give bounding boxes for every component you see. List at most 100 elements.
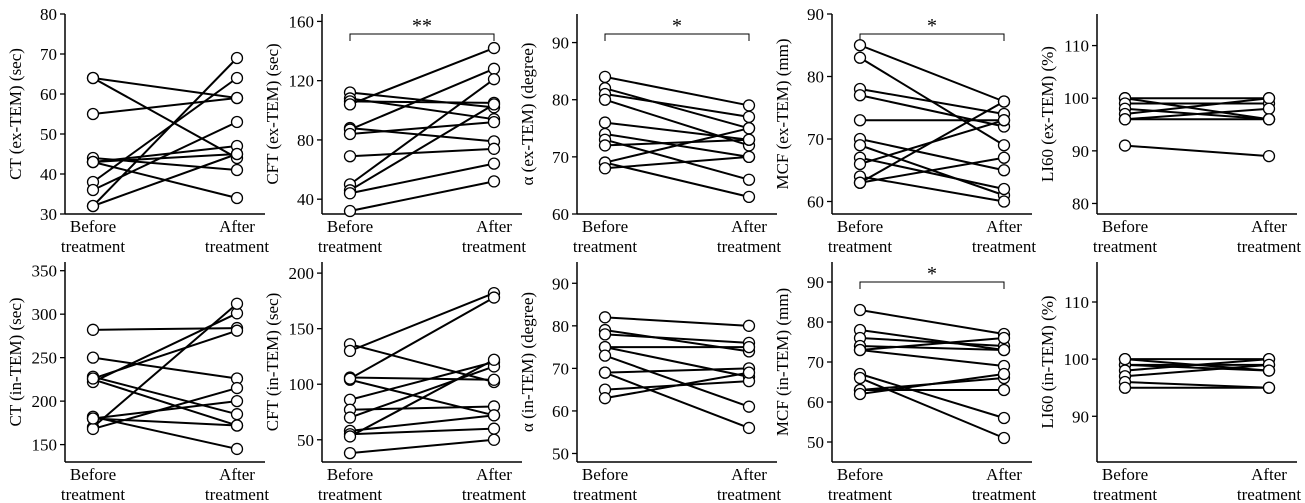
data-point-before	[598, 328, 612, 341]
data-point-before	[86, 351, 100, 364]
data-point-before	[1118, 113, 1132, 126]
y-tick-label: 250	[32, 349, 58, 368]
data-point-before	[343, 98, 357, 111]
x-tick-label: After	[986, 217, 1022, 236]
data-point-after	[487, 175, 501, 188]
data-point-after	[230, 191, 244, 205]
x-tick-label: Before	[1102, 217, 1148, 236]
data-point-after	[487, 157, 501, 170]
x-tick-label: treatment	[828, 485, 892, 503]
x-tick-label: After	[731, 217, 767, 236]
data-point-before	[86, 422, 100, 436]
data-point-before	[86, 323, 100, 336]
data-point-after	[1262, 92, 1276, 105]
data-point-after	[487, 291, 501, 304]
y-tick-label: 60	[807, 393, 824, 412]
data-point-after	[997, 182, 1011, 196]
y-tick-label: 200	[32, 392, 58, 411]
y-tick-label: 60	[807, 193, 824, 212]
series-line	[604, 354, 750, 408]
y-tick-label: 70	[552, 359, 569, 378]
series-line	[859, 156, 1005, 184]
data-point-before	[86, 71, 100, 85]
series-line	[604, 127, 750, 164]
data-point-before	[853, 371, 867, 385]
data-point-after	[742, 421, 756, 435]
series-line	[859, 345, 1005, 351]
series-line	[92, 417, 238, 427]
data-point-after	[487, 422, 501, 435]
series-line	[859, 309, 1005, 335]
y-tick-label: 90	[807, 273, 824, 292]
significance-label: *	[927, 15, 937, 37]
x-tick-label: treatment	[1237, 485, 1301, 503]
x-tick-label: treatment	[462, 237, 526, 256]
y-axis-label: MCF (in-TEM) (mm)	[773, 288, 792, 436]
significance-label: **	[412, 15, 432, 37]
series-line	[92, 153, 238, 163]
x-tick-label: treatment	[1093, 237, 1157, 256]
data-point-after	[487, 142, 501, 155]
y-axis-label: α (in-TEM) (degree)	[518, 292, 537, 432]
data-point-before	[86, 199, 100, 213]
series-line	[1124, 97, 1270, 115]
y-axis-label: CFT (ex-TEM) (sec)	[263, 43, 282, 184]
y-tick-label: 80	[807, 313, 824, 332]
x-tick-label: treatment	[717, 237, 781, 256]
series-line	[349, 127, 495, 143]
series-line	[859, 373, 1005, 395]
y-tick-label: 80	[552, 91, 569, 110]
series-line	[604, 87, 750, 130]
significance-label: *	[672, 15, 682, 37]
y-tick-label: 60	[552, 205, 569, 224]
x-tick-label: treatment	[61, 237, 125, 256]
series-line	[859, 329, 1005, 351]
data-point-after	[997, 331, 1011, 345]
data-point-after	[742, 319, 756, 332]
y-tick-label: 50	[297, 431, 314, 450]
significance-bracket	[349, 33, 495, 41]
data-point-after	[1262, 102, 1276, 115]
data-point-after	[230, 442, 244, 456]
series-line	[92, 302, 238, 428]
data-point-before	[598, 392, 612, 405]
x-tick-label: Before	[1102, 465, 1148, 484]
data-point-after	[997, 95, 1011, 108]
y-axis-label: MCF (ex-TEM) (mm)	[773, 38, 792, 189]
y-tick-label: 70	[807, 130, 824, 149]
y-tick-label: 160	[289, 12, 315, 31]
x-tick-label: Before	[70, 217, 116, 236]
series-line	[604, 93, 750, 118]
data-point-after	[1262, 381, 1276, 394]
series-line	[349, 414, 495, 432]
y-tick-label: 150	[32, 436, 58, 455]
series-line	[604, 371, 750, 429]
series-line	[604, 161, 750, 198]
data-point-after	[230, 408, 244, 421]
series-line	[92, 329, 238, 380]
x-tick-label: treatment	[573, 237, 637, 256]
y-tick-label: 300	[32, 305, 58, 324]
data-point-before	[343, 127, 357, 141]
series-line	[604, 138, 750, 147]
data-point-after	[230, 147, 244, 161]
series-line	[604, 121, 750, 141]
y-tick-label: 40	[40, 165, 57, 184]
data-point-after	[230, 419, 244, 432]
series-line	[859, 377, 1005, 439]
y-tick-label: 70	[807, 353, 824, 372]
data-point-before	[598, 93, 612, 106]
data-point-before	[343, 430, 357, 443]
y-tick-label: 90	[807, 5, 824, 24]
data-point-before	[853, 139, 867, 152]
data-point-before	[598, 366, 612, 379]
data-point-after	[230, 163, 244, 177]
series-line	[859, 337, 1005, 351]
series-line	[349, 121, 495, 135]
data-point-before	[598, 162, 612, 175]
data-point-before	[853, 176, 867, 189]
y-axis-label: CFT (in-TEM) (sec)	[263, 293, 282, 432]
y-tick-label: 110	[1064, 293, 1089, 312]
